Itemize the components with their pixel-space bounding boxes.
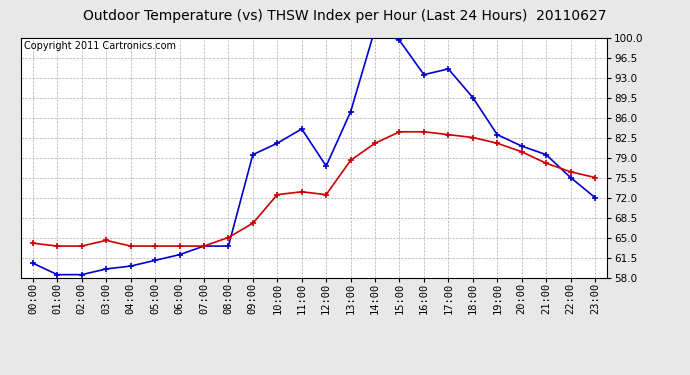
Text: Outdoor Temperature (vs) THSW Index per Hour (Last 24 Hours)  20110627: Outdoor Temperature (vs) THSW Index per … (83, 9, 607, 23)
Text: Copyright 2011 Cartronics.com: Copyright 2011 Cartronics.com (23, 41, 176, 51)
